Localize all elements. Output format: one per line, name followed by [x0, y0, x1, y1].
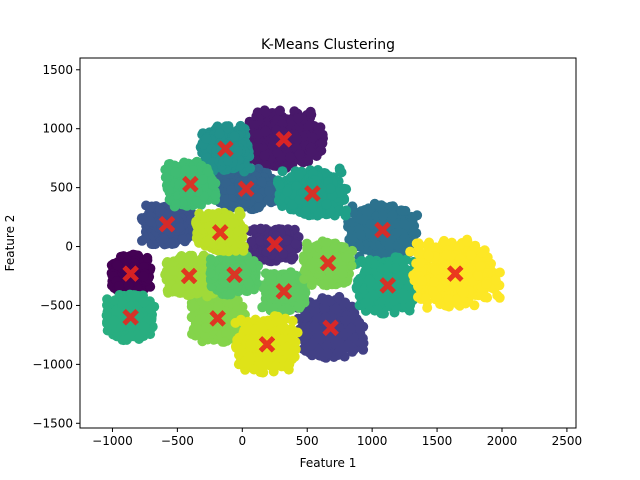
data-point: [253, 202, 264, 213]
data-point: [260, 126, 271, 137]
data-point: [259, 105, 270, 116]
data-point: [398, 205, 409, 216]
data-point: [293, 113, 303, 124]
data-point: [142, 252, 153, 263]
data-point: [290, 239, 301, 250]
data-point: [275, 105, 285, 116]
data-point: [112, 260, 123, 271]
data-point: [155, 204, 165, 215]
data-point: [281, 235, 292, 246]
data-point: [317, 138, 328, 149]
scatter-points: [101, 105, 505, 378]
data-point: [145, 202, 156, 213]
data-point: [255, 223, 266, 234]
chart-title: K-Means Clustering: [261, 37, 395, 53]
data-point: [294, 149, 305, 160]
data-point: [145, 216, 156, 227]
data-point: [306, 147, 317, 157]
data-point: [158, 233, 169, 244]
data-point: [137, 235, 147, 246]
data-point: [259, 150, 270, 161]
data-point: [312, 324, 323, 335]
data-point: [114, 281, 124, 292]
data-point: [340, 315, 351, 325]
data-point: [174, 222, 185, 233]
data-point: [345, 323, 356, 334]
data-point: [366, 219, 376, 230]
data-point: [123, 280, 134, 291]
data-point: [378, 210, 388, 221]
data-point: [358, 338, 369, 349]
data-point: [330, 303, 341, 314]
data-point: [355, 229, 366, 240]
data-point: [399, 219, 410, 230]
data-point: [177, 234, 188, 245]
data-point: [285, 152, 295, 163]
data-point: [339, 342, 350, 353]
data-point: [322, 348, 333, 359]
data-point: [315, 122, 326, 133]
data-point: [307, 350, 318, 361]
data-point: [387, 210, 398, 221]
data-point: [138, 271, 149, 282]
data-point: [256, 177, 267, 187]
data-point: [301, 311, 312, 322]
data-point: [292, 134, 302, 145]
data-point: [264, 186, 274, 197]
data-point: [354, 317, 365, 328]
data-point: [305, 106, 316, 117]
